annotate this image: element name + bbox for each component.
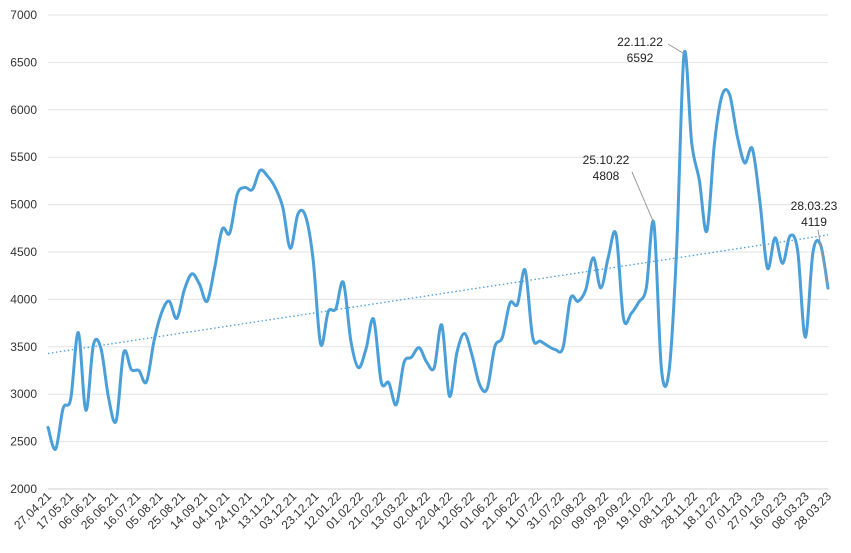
x-axis: 27.04.2117.05.2106.06.2126.06.2116.07.21… <box>11 489 834 532</box>
y-tick-label: 3500 <box>10 340 37 354</box>
y-axis: 2000 2500 3000 3500 4000 4500 5000 5500 6000 6500… <box>10 8 37 496</box>
y-tick-label: 2500 <box>10 435 37 449</box>
gridlines <box>48 14 828 490</box>
annotation-leader <box>631 171 655 223</box>
series-layer <box>46 49 830 451</box>
y-tick-label: 5500 <box>10 150 37 164</box>
annotation-date: 22.11.22 <box>617 35 663 49</box>
annotation-value: 4808 <box>593 169 620 183</box>
y-tick-label: 3000 <box>10 387 37 401</box>
y-tick-label: 7000 <box>10 8 37 22</box>
y-tick-label: 6500 <box>10 55 37 69</box>
y-tick-label: 4000 <box>10 292 37 306</box>
annotation-value: 4119 <box>801 215 827 229</box>
series-line-price <box>46 49 830 451</box>
annotation-date: 25.10.22 <box>583 153 630 167</box>
annotation-date: 28.03.23 <box>791 199 838 213</box>
y-tick-label: 5000 <box>10 198 37 212</box>
annotation-layer: 22.11.22 6592 25.10.22 4808 28.03.23 4119 <box>583 35 838 289</box>
annotation-leader <box>667 43 685 55</box>
trendline <box>47 234 829 355</box>
y-tick-label: 2000 <box>10 482 37 496</box>
annotation-leader <box>817 229 829 289</box>
y-tick-label: 4500 <box>10 245 37 259</box>
trendline-layer <box>47 234 829 355</box>
annotation-value: 6592 <box>627 51 654 65</box>
y-tick-label: 6000 <box>10 103 37 117</box>
